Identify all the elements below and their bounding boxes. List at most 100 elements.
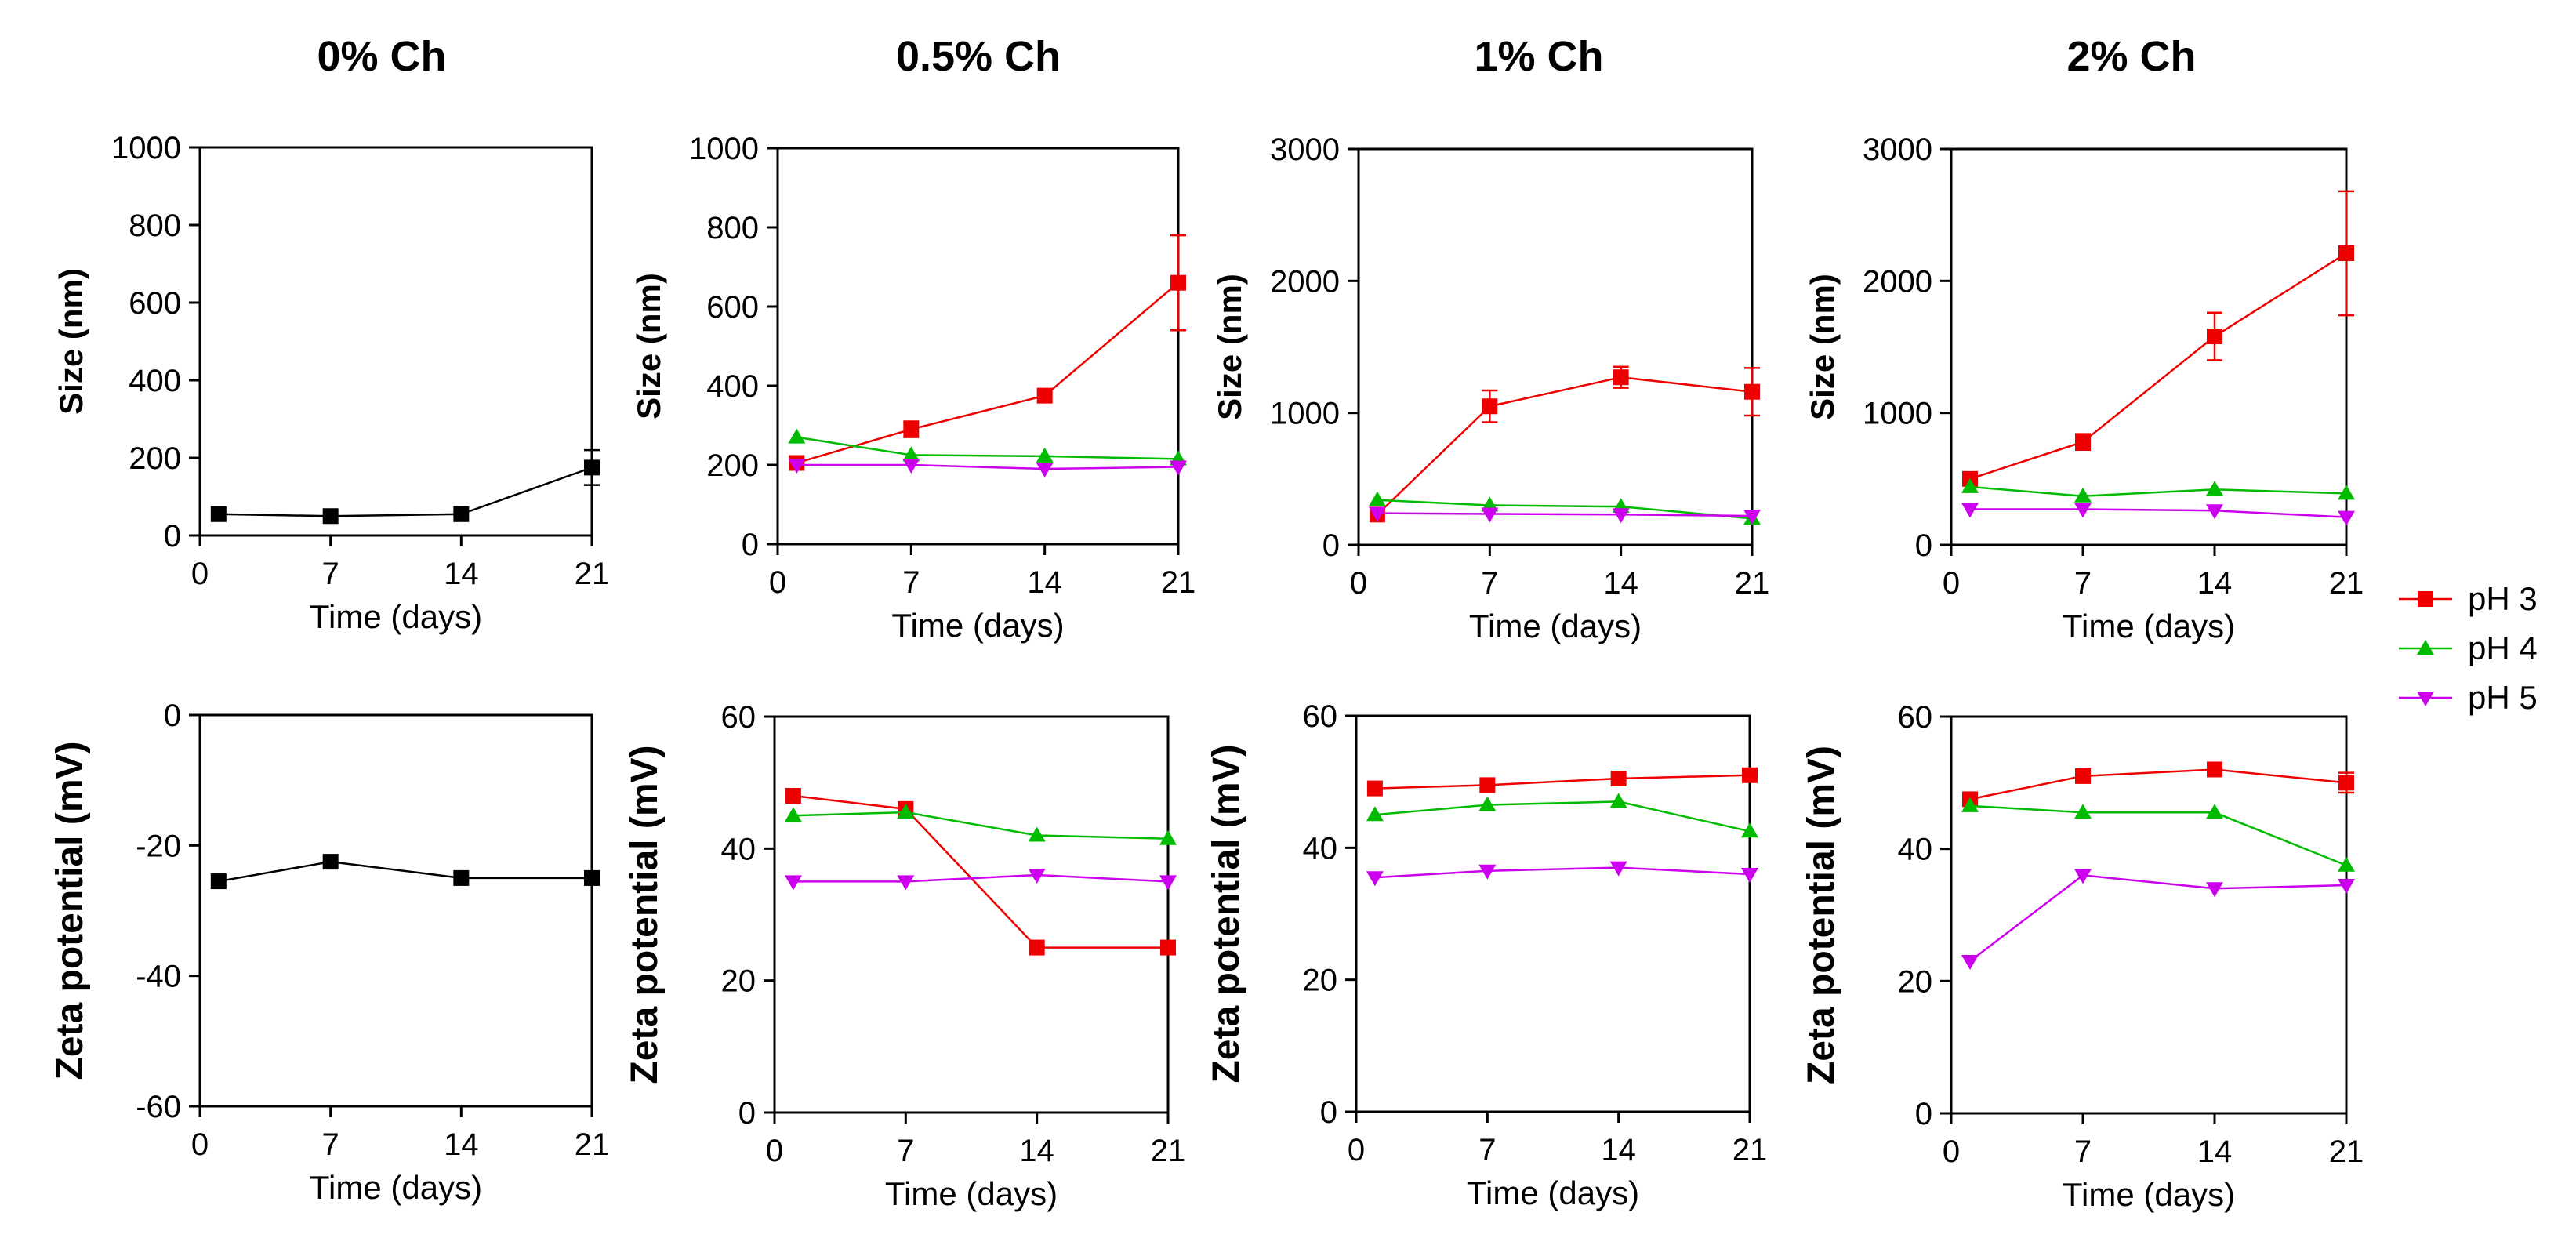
y-tick-label: -20	[136, 829, 181, 863]
series-line-ph-5	[1970, 508, 2347, 518]
x-tick-label: 21	[1161, 565, 1196, 600]
x-tick-label: 7	[2074, 1134, 2092, 1169]
marker-ph-3-3	[2338, 775, 2354, 791]
y-tick-label: -60	[136, 1090, 181, 1124]
marker-ph-4-1	[2074, 804, 2092, 819]
series-line-ph-3	[1377, 376, 1753, 516]
y-tick-label: 60	[721, 700, 756, 735]
x-axis-label: Time (days)	[1469, 608, 1642, 644]
x-axis-label: Time (days)	[310, 598, 482, 635]
series-line-ph-5	[796, 463, 1179, 470]
legend-label: pH 5	[2468, 679, 2538, 716]
x-tick-label: 21	[2329, 566, 2364, 601]
plot-frame	[776, 147, 1180, 546]
marker-ph-4-3	[1159, 829, 1177, 845]
legend-entry-ph-4: pH 4	[2399, 630, 2538, 666]
x-tick-label: 14	[2197, 1134, 2233, 1169]
series-ph-3	[785, 788, 1176, 956]
marker-ph-4-3	[2338, 485, 2355, 500]
plot-frame	[1357, 147, 1754, 546]
panel-2-ch-size: 0 7 14 21 Time (days) 0 1000 2000 3000 Size (nm)	[1804, 132, 2364, 644]
plot-frame	[773, 715, 1170, 1114]
series-ph-5	[1961, 503, 2355, 526]
panel-0-5-ch-size: 0 7 14 21 Time (days) 0 200 400 600 800 1000 Size (…	[630, 132, 1195, 644]
y-tick-label: 2000	[1863, 264, 1932, 299]
series-line-control	[218, 466, 593, 517]
series-ph-3	[1369, 365, 1760, 523]
marker-ph-5-1	[1478, 864, 1497, 880]
series-ph-3	[1366, 767, 1758, 797]
marker-ph-5-3	[1170, 460, 1187, 476]
marker-ph-4-1	[1478, 796, 1497, 811]
marker-ph-3-2	[2207, 329, 2222, 345]
marker-ph-5-0	[788, 459, 806, 474]
y-tick-label: 0	[738, 1096, 756, 1131]
panel-0-ch-size: 0 7 14 21 Time (days) 0 200 400 600 800 1000 Size (…	[53, 131, 609, 635]
x-tick-label: 0	[1943, 1134, 1960, 1169]
x-tick-label: 14	[1027, 565, 1062, 600]
x-axis-label: Time (days)	[2063, 1176, 2235, 1213]
series-ph-5	[788, 459, 1187, 478]
y-tick-label: 0	[1915, 1097, 1932, 1131]
series-line-ph-5	[793, 873, 1169, 883]
x-tick-label: 21	[575, 1127, 610, 1162]
y-tick-label: 2000	[1270, 264, 1340, 299]
series-line-control	[218, 860, 592, 883]
series-line-ph-5	[1374, 866, 1751, 879]
y-axis-label: Size (nm)	[1211, 274, 1248, 420]
x-axis-label: Time (days)	[885, 1175, 1058, 1212]
marker-ph-4-0	[1366, 806, 1384, 822]
marker-ph-3-3	[1160, 939, 1176, 956]
y-tick-label: 0	[1320, 1095, 1337, 1130]
series-ph-5	[1368, 506, 1761, 525]
x-tick-label: 7	[1481, 566, 1498, 601]
x-tick-label: 21	[1732, 1133, 1768, 1167]
series-line-ph-4	[1969, 485, 2347, 497]
marker-ph-5-legend	[2417, 692, 2434, 706]
y-tick-label: 800	[129, 209, 181, 243]
marker-ph-4-0	[784, 807, 802, 822]
column-title-0-5-ch: 0.5% Ch	[896, 33, 1061, 80]
marker-ph-5-1	[897, 875, 915, 891]
y-tick-label: 0	[164, 699, 181, 733]
y-tick-label: 0	[1915, 528, 1932, 563]
marker-ph-5-2	[1036, 463, 1054, 478]
series-line-ph-4	[1377, 499, 1753, 520]
series-line-ph-3	[1969, 252, 2347, 481]
series-line-ph-4	[793, 811, 1169, 840]
panel-0-ch-zeta: 0 7 14 21 Time (days) -60 -40 -20 0 Zeta potentia…	[49, 699, 609, 1206]
series-line-ph-3	[796, 281, 1179, 464]
marker-ph-5-3	[2338, 879, 2355, 895]
panel-0-5-ch-zeta: 0 7 14 21 Time (days) 0 20 40 60 Zeta potential (…	[624, 700, 1185, 1212]
marker-ph-4-1	[2074, 487, 2092, 503]
marker-ph-3-3	[2338, 245, 2354, 261]
panel-2-ch-zeta: 0 7 14 21 Time (days) 0 20 40 60 Zeta potential (…	[1801, 700, 2364, 1213]
y-axis-label: Size (nm)	[53, 268, 89, 415]
x-tick-label: 21	[575, 557, 610, 591]
y-axis-label: Zeta potential (mV)	[1206, 744, 1247, 1083]
x-tick-label: 0	[191, 1127, 209, 1162]
marker-ph-3-1	[903, 421, 920, 437]
series-line-ph-4	[1374, 800, 1751, 833]
marker-ph-5-3	[1159, 875, 1177, 891]
x-tick-label: 14	[444, 1127, 479, 1162]
y-tick-label: 1000	[689, 132, 759, 166]
y-tick-label: 60	[1898, 700, 1933, 735]
panel-1-ch-zeta: 0 7 14 21 Time (days) 0 20 40 60 Zeta potential (…	[1206, 699, 1767, 1211]
series-ph-4	[1368, 491, 1761, 525]
y-tick-label: 40	[721, 832, 756, 866]
series-ph-4	[788, 428, 1187, 466]
y-tick-label: 60	[1303, 699, 1338, 734]
y-tick-label: 1000	[111, 131, 181, 165]
x-tick-label: 0	[1943, 566, 1960, 601]
y-axis-label: Zeta potential (mV)	[624, 745, 666, 1084]
x-tick-label: 0	[191, 557, 209, 591]
marker-ph-3-0	[785, 788, 801, 804]
marker-control-2	[453, 506, 470, 522]
marker-ph-4-0	[1368, 491, 1386, 506]
marker-ph-5-3	[2338, 510, 2355, 526]
x-tick-label: 21	[2329, 1134, 2364, 1169]
y-tick-label: 0	[164, 519, 181, 554]
series-line-ph-4	[1969, 804, 2347, 866]
marker-ph-3-2	[1610, 770, 1627, 786]
